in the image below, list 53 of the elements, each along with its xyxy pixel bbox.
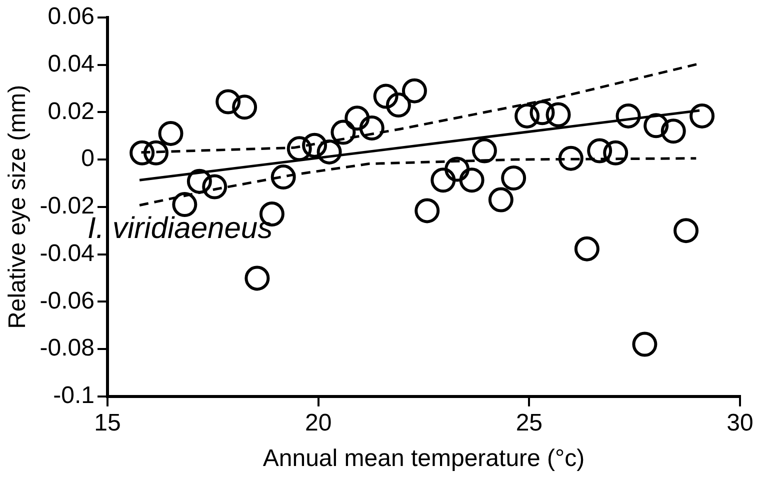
x-tick-label: 30 (726, 409, 754, 436)
point (644, 113, 669, 138)
point (330, 120, 356, 145)
point (316, 139, 342, 164)
x-tick-label: 20 (304, 409, 332, 436)
x-axis-title: Annual mean temperature (°c) (262, 445, 585, 472)
y-axis-title: Relative eye size (mm) (4, 84, 32, 329)
point (244, 266, 270, 291)
point (186, 168, 212, 194)
point (143, 140, 168, 166)
y-tick-label: -0.06 (40, 287, 95, 314)
point (414, 198, 440, 224)
point (501, 166, 526, 190)
point (603, 140, 628, 166)
point (172, 192, 198, 218)
point (216, 89, 241, 114)
y-tick-label: 0.04 (48, 50, 95, 78)
point (574, 236, 600, 262)
x-tick-label: 15 (94, 409, 121, 436)
point (488, 187, 514, 212)
point (616, 103, 641, 128)
point (270, 164, 296, 190)
point (558, 146, 584, 171)
point (546, 102, 571, 128)
point (286, 136, 312, 162)
point (202, 174, 228, 200)
point (660, 118, 686, 144)
point (514, 103, 540, 128)
point (472, 138, 497, 164)
y-tick-label: -0.1 (53, 382, 95, 410)
point (430, 168, 456, 193)
point (459, 168, 484, 193)
point (158, 120, 184, 146)
point (587, 138, 612, 164)
point (130, 140, 155, 166)
y-tick-label: -0.04 (40, 240, 95, 267)
y-tick-label: 0.02 (48, 98, 95, 125)
point (386, 92, 411, 118)
y-tick-label: 0 (81, 145, 95, 172)
point (373, 84, 398, 109)
point (530, 100, 555, 126)
point (402, 78, 427, 104)
point (632, 332, 658, 357)
point (444, 156, 470, 182)
x-tick-label: 25 (516, 409, 543, 436)
y-tick-label: 0.06 (48, 3, 95, 30)
point (232, 94, 258, 120)
point (359, 116, 384, 141)
point (344, 106, 370, 131)
y-tick-label: -0.08 (40, 334, 95, 362)
point (674, 218, 699, 244)
point (302, 132, 328, 158)
point (690, 103, 715, 128)
